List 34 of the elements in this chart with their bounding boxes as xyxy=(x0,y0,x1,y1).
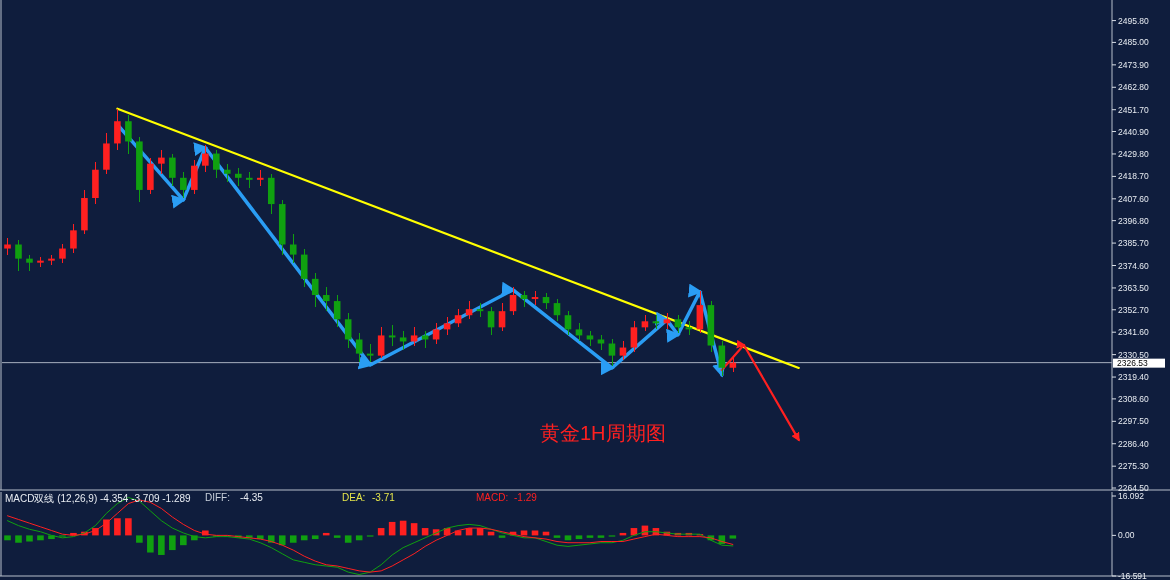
y-tick-label: 0.00 xyxy=(1118,530,1135,541)
y-tick-label: 2275.30 xyxy=(1118,461,1149,472)
y-tick-label: 2352.70 xyxy=(1118,304,1149,315)
y-tick-label: 2495.80 xyxy=(1118,15,1149,26)
y-tick-label: 2440.90 xyxy=(1118,126,1149,137)
y-tick-label: 2330.50 xyxy=(1118,349,1149,360)
y-tick-label: 2286.40 xyxy=(1118,438,1149,449)
annotation: -4.35 xyxy=(240,492,264,503)
y-tick-label: 16.092 xyxy=(1118,491,1145,501)
y-tick-label: 2385.70 xyxy=(1118,238,1149,249)
y-tick-label: 2429.80 xyxy=(1118,148,1149,159)
y-tick-label: 2319.40 xyxy=(1118,372,1149,383)
y-tick-label: 2308.60 xyxy=(1118,393,1149,404)
annotation: 黄金1H周期图 xyxy=(540,422,666,444)
y-tick-label: 2462.80 xyxy=(1118,82,1149,93)
chart-title: MACD双线 (12,26,9) -4.354 -3.709 -1.289 xyxy=(5,493,192,504)
y-tick-label: 2264.50 xyxy=(1118,483,1149,493)
y-tick-label: 2374.60 xyxy=(1118,260,1149,271)
y-tick-label: 2341.60 xyxy=(1118,327,1149,338)
y-tick-label: -16.591 xyxy=(1118,571,1148,580)
y-tick-label: 2297.50 xyxy=(1118,416,1149,427)
annotation: MACD: xyxy=(476,492,509,503)
y-tick-label: 2396.80 xyxy=(1118,215,1149,226)
annotation: DEA: xyxy=(342,492,366,503)
annotation: -1.29 xyxy=(514,492,538,503)
annotation: -3.71 xyxy=(372,492,396,503)
y-tick-label: 2363.50 xyxy=(1118,282,1149,293)
y-tick-label: 2473.90 xyxy=(1118,59,1149,70)
ref-line-label: 2326.53 xyxy=(1117,357,1148,368)
y-tick-label: 2407.60 xyxy=(1118,193,1149,204)
y-tick-label: 2485.00 xyxy=(1118,37,1149,48)
annotation: DIFF: xyxy=(205,492,230,503)
y-tick-label: 2418.70 xyxy=(1118,171,1149,182)
y-tick-label: 2451.70 xyxy=(1118,104,1149,115)
